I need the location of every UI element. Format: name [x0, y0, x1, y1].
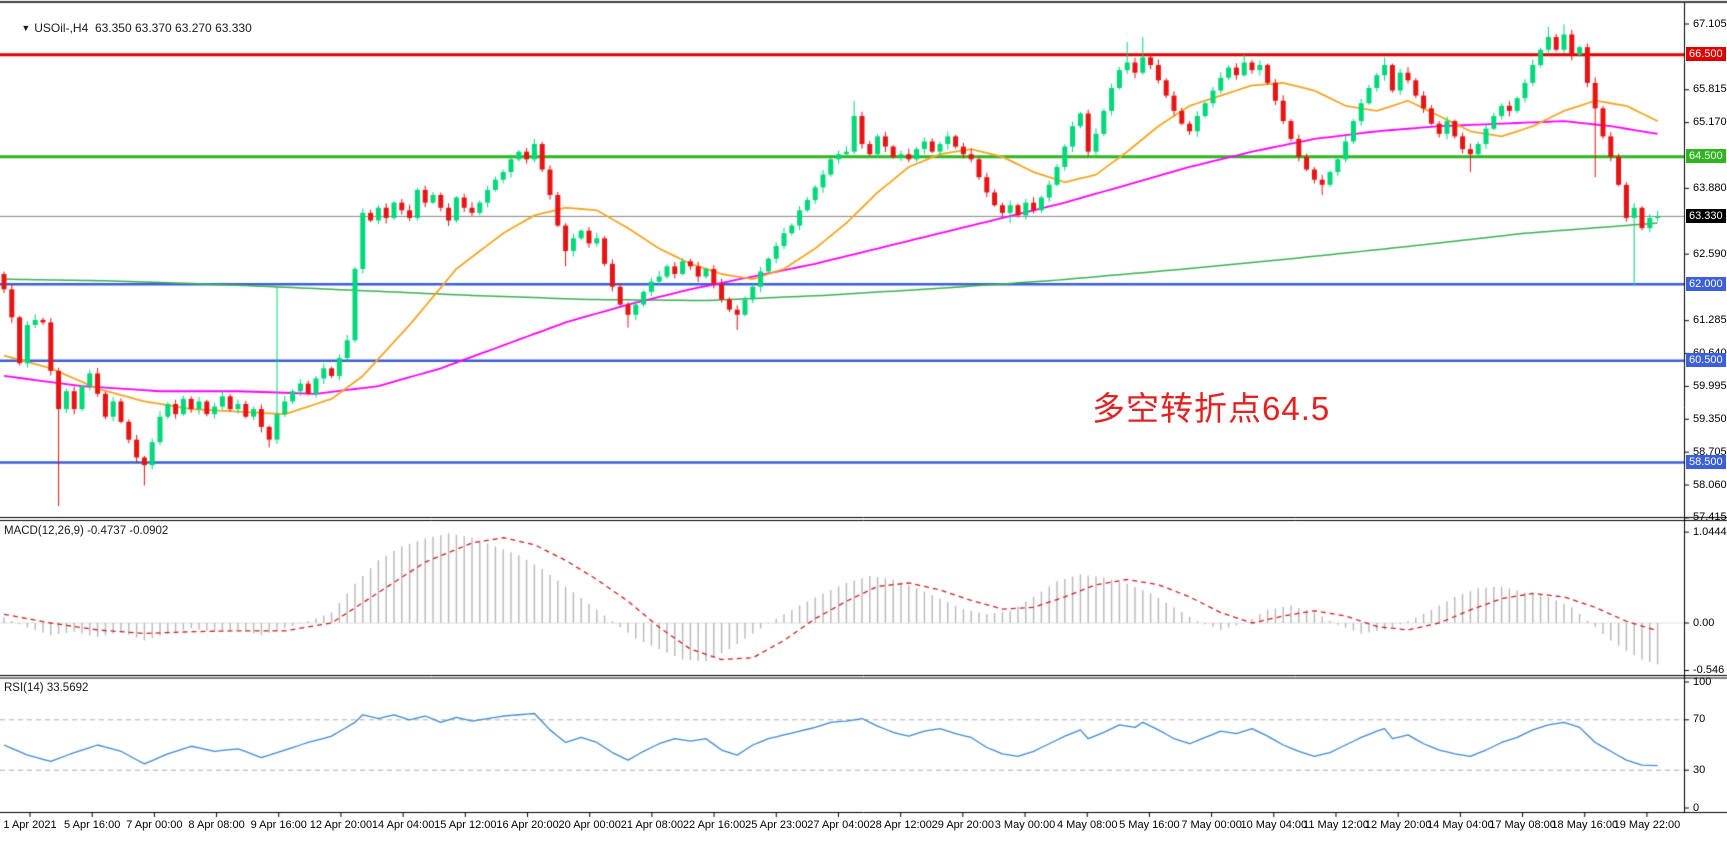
time-tick-label: 12 May 20:00 [1364, 819, 1432, 831]
time-tick-label: 22 Apr 16:00 [682, 819, 746, 831]
price-tick-label: 62.590 [1693, 247, 1727, 260]
time-tick-label: 4 May 08:00 [1056, 819, 1118, 831]
price-badge: 58.500 [1686, 455, 1726, 470]
time-tick-label: 28 Apr 12:00 [869, 819, 932, 831]
rsi-tick-label: 70 [1693, 713, 1706, 726]
macd-tick-label: 1.0444 [1693, 525, 1727, 538]
price-badge: 62.000 [1686, 276, 1726, 291]
price-badge: 66.500 [1686, 47, 1726, 62]
time-tick-label: 14 May 04:00 [1427, 819, 1494, 831]
time-tick-label: 20 Apr 00:00 [558, 819, 621, 831]
price-tick-label: 65.170 [1693, 116, 1727, 129]
time-tick-label: 19 May 22:00 [1613, 819, 1681, 831]
time-tick-label: 3 May 00:00 [994, 819, 1056, 831]
time-tick-label: 11 May 12:00 [1303, 819, 1369, 831]
time-tick-label: 16 Apr 20:00 [496, 819, 559, 831]
symbol-timeframe-label: USOil-,H4 [34, 21, 89, 35]
price-badge: 60.500 [1686, 353, 1726, 368]
price-tick-label: 59.995 [1693, 379, 1727, 392]
time-tick-label: 21 Apr 08:00 [620, 819, 684, 831]
collapse-triangle-icon[interactable]: ▼ [21, 23, 31, 33]
time-tick-label: 5 May 16:00 [1119, 819, 1180, 831]
price-tick-label: 57.415 [1693, 511, 1727, 524]
time-tick-label: 12 Apr 20:00 [309, 819, 373, 831]
price-tick-label: 59.350 [1693, 412, 1727, 425]
time-tick-label: 9 Apr 16:00 [250, 819, 307, 831]
price-annotation-text: 多空转折点64.5 [1092, 390, 1331, 427]
time-tick-label: 18 May 16:00 [1551, 819, 1619, 831]
price-tick-label: 63.880 [1693, 181, 1727, 194]
rsi-tick-label: 0 [1693, 801, 1700, 814]
macd-tick-label: -0.546 [1693, 664, 1725, 676]
time-tick-label: 7 Apr 00:00 [126, 819, 183, 831]
time-axis[interactable]: 1 Apr 2021 5 Apr 16:00 7 Apr 00:00 8 Apr 08… [0, 813, 1727, 841]
time-tick-label: 27 Apr 04:00 [807, 819, 870, 831]
time-tick-label: 1 Apr 2021 [3, 819, 57, 831]
symbol-title: ▼ USOil-,H4 63.350 63.370 63.270 63.330 [8, 7, 252, 49]
price-tick-label: 58.705 [1693, 445, 1727, 458]
time-tick-label: 15 Apr 12:00 [434, 819, 497, 831]
price-tick-label: 67.105 [1693, 17, 1727, 30]
price-badge: 63.330 [1686, 208, 1726, 223]
macd-indicator-label: MACD(12,26,9) -0.4737 -0.0902 [4, 525, 169, 537]
rsi-tick-label: 100 [1693, 675, 1712, 688]
price-badge: 64.500 [1686, 149, 1726, 164]
price-axis[interactable]: 67.10565.81565.17063.88062.59061.28560.6… [1685, 0, 1727, 814]
rsi-indicator-label: RSI(14) 33.5692 [4, 682, 89, 694]
time-tick-label: 7 May 00:00 [1181, 819, 1242, 831]
price-tick-label: 65.815 [1693, 83, 1727, 96]
time-tick-label: 25 Apr 23:00 [745, 819, 808, 831]
macd-tick-label: 0.00 [1693, 616, 1715, 629]
rsi-tick-label: 30 [1693, 763, 1706, 776]
price-tick-label: 61.285 [1693, 314, 1727, 327]
time-tick-label: 5 Apr 16:00 [64, 819, 121, 831]
time-tick-label: 17 May 08:00 [1489, 819, 1556, 831]
time-tick-label: 29 Apr 20:00 [931, 819, 995, 831]
time-tick-label: 8 Apr 08:00 [188, 819, 245, 831]
ohlc-quote: 63.350 63.370 63.270 63.330 [94, 21, 252, 35]
price-tick-label: 58.060 [1693, 478, 1727, 491]
time-tick-label: 14 Apr 04:00 [371, 819, 435, 831]
time-tick-label: 10 May 04:00 [1240, 819, 1308, 831]
